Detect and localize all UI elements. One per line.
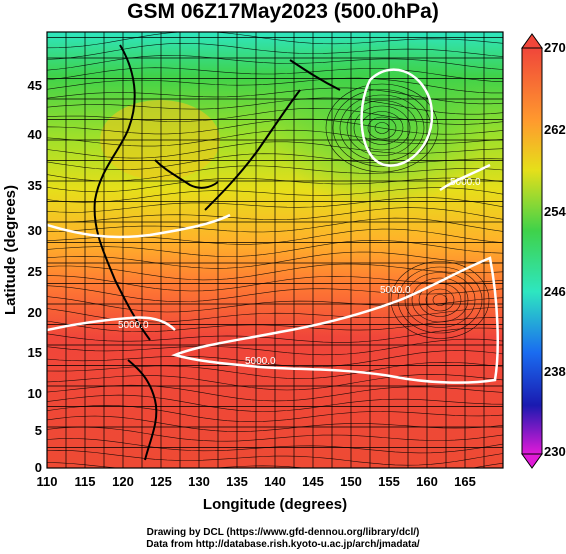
streamline <box>47 177 503 193</box>
colorbar-tick-label: 238 <box>544 364 566 379</box>
vortex-streamline <box>325 83 439 173</box>
x-tick-label: 165 <box>454 474 476 489</box>
y-tick-label: 5 <box>35 423 42 438</box>
x-tick-label: 130 <box>188 474 210 489</box>
y-tick-label: 35 <box>28 178 42 193</box>
streamline <box>47 32 503 49</box>
streamline <box>47 217 503 233</box>
x-tick-label: 160 <box>416 474 438 489</box>
x-tick-label: 120 <box>112 474 134 489</box>
y-tick-label: 40 <box>28 127 42 142</box>
streamline <box>47 118 503 135</box>
coastlines <box>93 44 341 461</box>
streamline <box>47 285 503 303</box>
map-title: GSM 06Z17May2023 (500.0hPa) <box>127 0 439 23</box>
contour-label: 5000.0 <box>450 177 481 188</box>
streamline <box>47 97 503 115</box>
streamline <box>47 317 503 333</box>
x-axis: 110 115 120 125 130 135 140 145 150 155 … <box>37 474 476 513</box>
y-tick-label: 0 <box>35 460 42 475</box>
vortex-streamline <box>432 294 448 306</box>
credits: Drawing by DCL (https://www.gfd-dennou.o… <box>0 527 566 551</box>
vortex-streamline <box>390 261 490 339</box>
streamline <box>47 153 503 171</box>
y-axis-title: Latitude (degrees) <box>2 185 19 315</box>
streamline <box>47 77 503 94</box>
colorbar-tick-label: 262 <box>544 122 566 137</box>
colorbar: 270 262 254 246 238 230 <box>521 33 566 469</box>
vortex-streamline <box>339 94 425 162</box>
contour-label: 5000.0 <box>118 320 149 331</box>
vortex-streamline <box>346 100 418 156</box>
credit-data: Data from http://database.rish.kyoto-u.a… <box>146 539 420 550</box>
streamline <box>47 263 503 281</box>
streamline <box>47 405 503 423</box>
streamline <box>47 275 503 292</box>
vortex-streamline <box>411 277 469 323</box>
vortex-streamline <box>367 116 397 140</box>
streamline <box>47 87 503 105</box>
x-tick-label: 155 <box>378 474 400 489</box>
vortex-streamline <box>425 288 455 312</box>
colorbar-tick-label: 254 <box>544 204 566 219</box>
credit-drawing: Drawing by DCL (https://www.gfd-dennou.o… <box>146 527 420 538</box>
x-tick-label: 140 <box>264 474 286 489</box>
x-tick-label: 125 <box>150 474 172 489</box>
y-tick-label: 30 <box>28 223 42 238</box>
plot-frame <box>46 31 504 469</box>
x-tick-label: 115 <box>75 474 96 489</box>
streamline <box>47 374 503 391</box>
wind-streamlines <box>47 32 503 468</box>
streamline <box>47 394 503 412</box>
y-tick-label: 10 <box>28 386 42 401</box>
streamline <box>47 67 503 82</box>
streamline <box>47 350 503 368</box>
x-tick-label: 150 <box>340 474 362 489</box>
contour-label: 5000.0 <box>245 356 276 367</box>
y-axis: 0 5 10 15 20 25 30 35 40 45 Latitude (de… <box>2 78 42 475</box>
y-tick-label: 25 <box>28 264 42 279</box>
streamline <box>47 327 503 343</box>
vortex-streamline <box>404 272 476 328</box>
contour-label: 5000.0 <box>380 285 411 296</box>
streamline <box>47 107 503 125</box>
y-tick-label: 20 <box>28 305 42 320</box>
streamline <box>47 55 503 71</box>
x-tick-label: 135 <box>226 474 248 489</box>
y-tick-label: 15 <box>28 345 42 360</box>
streamline <box>47 361 503 379</box>
streamline <box>47 207 503 223</box>
vortex-streamline <box>353 105 411 151</box>
streamline <box>47 197 503 213</box>
contour-labels: 5000.0 5000.0 5000.0 5000.0 <box>118 177 481 367</box>
height-contours <box>47 68 499 384</box>
streamline <box>47 296 503 313</box>
streamline <box>47 426 503 442</box>
colorbar-bottom-arrow <box>521 453 543 469</box>
streamline <box>47 251 503 269</box>
x-tick-label: 145 <box>302 474 324 489</box>
streamline <box>47 338 503 356</box>
streamline <box>47 449 503 466</box>
colorbar-tick-label: 246 <box>544 284 566 299</box>
colorbar-tick-label: 230 <box>544 444 566 459</box>
colorbar-top-arrow <box>521 33 543 49</box>
streamline <box>47 42 503 60</box>
colorbar-tick-label: 270 <box>544 40 566 55</box>
streamline <box>47 187 503 203</box>
colorbar-scale <box>521 47 543 455</box>
y-tick-label: 45 <box>28 78 42 93</box>
streamline <box>47 239 503 257</box>
x-axis-title: Longitude (degrees) <box>203 496 347 513</box>
x-tick-label: 110 <box>37 474 58 489</box>
